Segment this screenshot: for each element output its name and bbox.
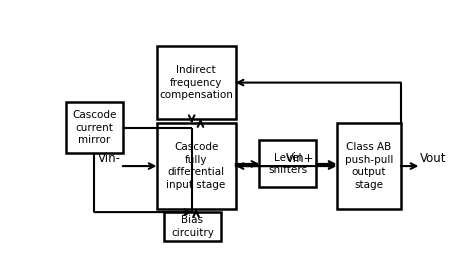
Bar: [156, 123, 236, 209]
Text: Indirect
frequency
compensation: Indirect frequency compensation: [159, 65, 233, 100]
Text: Cascode
fully
differential
input stage: Cascode fully differential input stage: [166, 142, 226, 190]
Text: Vin+: Vin+: [286, 152, 315, 165]
Text: Level
shifters: Level shifters: [268, 153, 308, 175]
Text: Bias
circuitry: Bias circuitry: [171, 215, 214, 238]
Text: Class AB
push-pull
output
stage: Class AB push-pull output stage: [345, 142, 393, 190]
Bar: [337, 123, 401, 209]
Bar: [156, 46, 236, 119]
Bar: [164, 212, 221, 241]
Text: Vin-: Vin-: [98, 152, 121, 165]
Text: Vout: Vout: [420, 152, 447, 165]
Text: Cascode
current
mirror: Cascode current mirror: [72, 110, 117, 145]
Bar: [259, 140, 317, 187]
Bar: [66, 102, 123, 153]
